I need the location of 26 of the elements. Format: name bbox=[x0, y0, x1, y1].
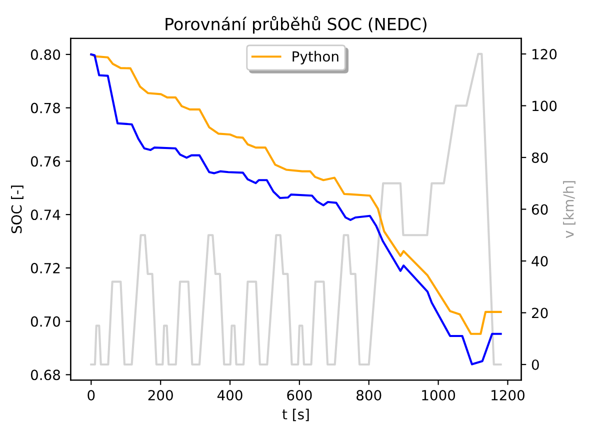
y2-tick-label: 40 bbox=[532, 256, 548, 266]
y-tick-label: 0.76 bbox=[30, 156, 60, 167]
y-tick-label: 0.74 bbox=[30, 210, 60, 220]
x-tick-label: 0 bbox=[88, 390, 95, 401]
x-tick-label: 800 bbox=[356, 390, 382, 401]
y2-tick-label: 0 bbox=[532, 359, 539, 370]
y2-tick-label: 80 bbox=[532, 152, 548, 163]
y2-tick-label: 60 bbox=[532, 204, 548, 215]
x-tick-label: 200 bbox=[148, 390, 173, 401]
y2-tick-label: 20 bbox=[532, 308, 548, 318]
x-tick-label: 1200 bbox=[492, 390, 524, 401]
x-axis-title: t [s] bbox=[282, 408, 309, 422]
x-tick-label: 400 bbox=[217, 390, 242, 401]
legend-label: Python bbox=[292, 50, 338, 64]
chart-title: Porovnání průběhů SOC (NEDC) bbox=[166, 16, 426, 34]
y-tick-label: 0.78 bbox=[30, 102, 60, 114]
y-tick-label: 0.68 bbox=[30, 370, 60, 380]
y-axis-title: SOC [-] bbox=[11, 186, 24, 234]
y2-tick-label: 100 bbox=[532, 100, 557, 112]
y-tick-label: 0.70 bbox=[30, 316, 60, 327]
x-tick-label: 600 bbox=[287, 390, 312, 401]
x-tick-label: 1000 bbox=[422, 390, 456, 401]
y2-axis-title: v [km/h] bbox=[563, 181, 576, 238]
y-tick-label: 0.72 bbox=[30, 262, 60, 274]
y2-tick-label: 120 bbox=[532, 48, 557, 60]
y-tick-label: 0.80 bbox=[30, 49, 60, 60]
